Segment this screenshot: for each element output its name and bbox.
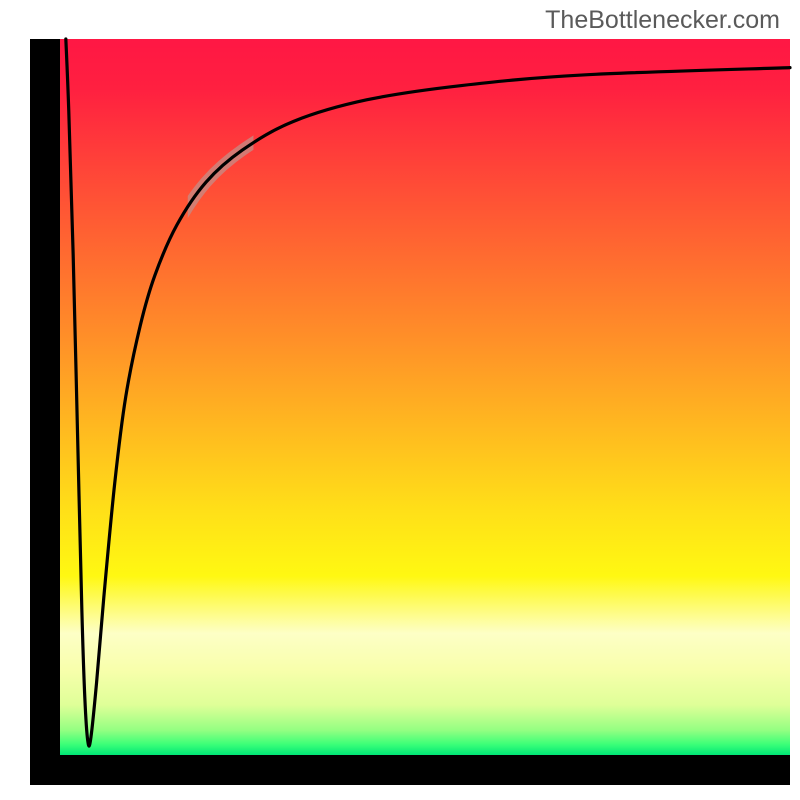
- bottleneck-chart: [0, 0, 800, 800]
- chart-container: [0, 0, 800, 800]
- plot-background: [60, 39, 790, 755]
- y-axis: [30, 39, 60, 785]
- watermark-text: TheBottlenecker.com: [545, 6, 780, 35]
- x-axis: [30, 755, 790, 785]
